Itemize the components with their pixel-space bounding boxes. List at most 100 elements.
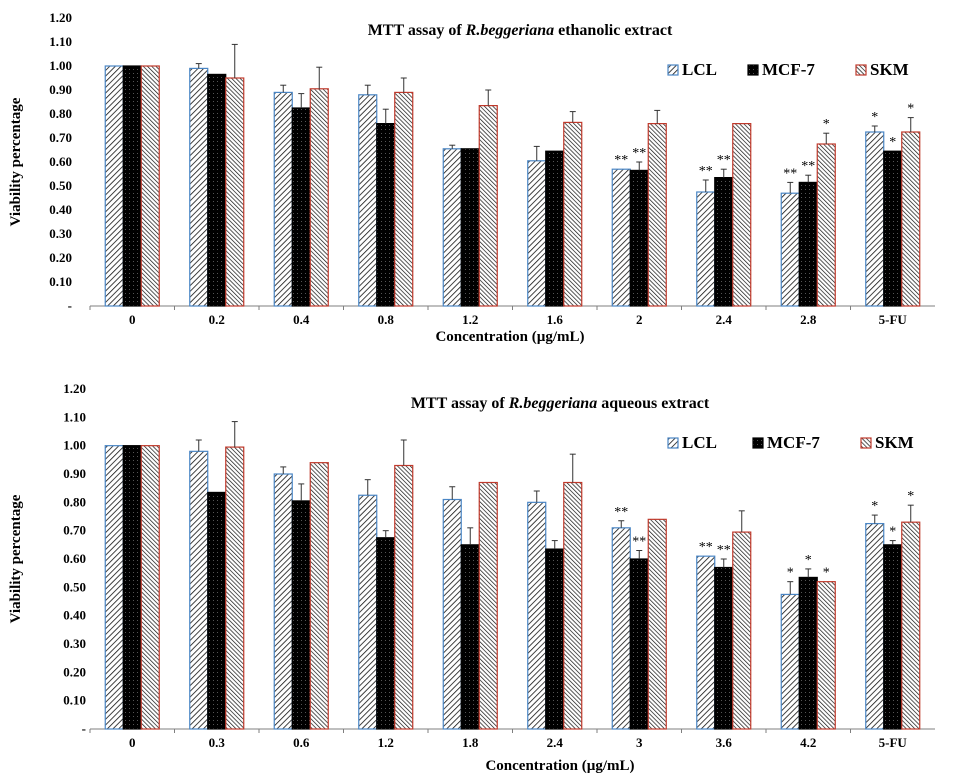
y-tick-label: 0.20 (63, 664, 86, 679)
y-tick-label: - (82, 721, 86, 736)
y-tick-label: 1.00 (49, 58, 72, 73)
y-tick-label: 0.30 (63, 636, 86, 651)
x-tick-label: 1.6 (547, 312, 564, 327)
bar-mcf-7 (207, 73, 227, 307)
legend-swatch-mcf-7 (752, 437, 764, 449)
bar-lcl (442, 148, 462, 307)
legend-swatch-mcf-7 (747, 64, 759, 76)
y-tick-label: 0.40 (49, 202, 72, 217)
y-tick-label: 0.50 (49, 178, 72, 193)
significance-marker: ** (632, 146, 646, 161)
bar-skm (647, 518, 667, 730)
legend-label-mcf-7: MCF-7 (762, 60, 815, 79)
x-tick-label: 5-FU (879, 735, 908, 750)
significance-marker: * (889, 525, 896, 540)
legend-swatch-lcl (667, 64, 679, 76)
x-tick-label: 3.6 (716, 735, 733, 750)
y-tick-label: 0.10 (63, 693, 86, 708)
x-tick-label: 1.8 (462, 735, 479, 750)
bar-skm (732, 122, 752, 307)
legend-swatch-lcl (667, 437, 679, 449)
chart-aqueous: -0.10 0.20 0.30 0.40 0.50 0.60 0.70 0.80 0.90 1.0… (0, 381, 957, 779)
bar-lcl (104, 65, 124, 307)
bar-lcl (865, 522, 885, 730)
bar-mcf-7 (376, 122, 396, 307)
x-tick-label: 0 (129, 312, 136, 327)
x-tick-label: 2 (636, 312, 643, 327)
y-tick-label: 0.80 (49, 106, 72, 121)
bar-skm (816, 581, 836, 730)
y-tick-label: 1.10 (49, 34, 72, 49)
bar-lcl (189, 450, 209, 730)
legend-swatch-skm (855, 64, 867, 76)
x-tick-label: 0.6 (293, 735, 310, 750)
bar-skm (394, 464, 414, 730)
bar-mcf-7 (798, 576, 818, 730)
y-tick-label: 0.60 (49, 154, 72, 169)
bar-skm (563, 121, 583, 307)
bar-lcl (780, 192, 800, 307)
y-tick-label: 0.40 (63, 608, 86, 623)
chart-ethanolic-svg: -0.100.200.300.400.500.600.700.800.901.0… (8, 10, 935, 345)
bar-lcl (442, 498, 462, 730)
bar-lcl (865, 131, 885, 307)
bar-lcl (104, 445, 124, 730)
bar-mcf-7 (460, 148, 480, 307)
x-tick-label: 2.8 (800, 312, 817, 327)
chart-title: MTT assay of R.beggeriana ethanolic extr… (368, 22, 673, 39)
bar-skm (309, 462, 329, 730)
bar-mcf-7 (207, 491, 227, 730)
x-axis-label: Concentration (µg/mL) (435, 329, 584, 345)
bar-mcf-7 (545, 150, 565, 307)
x-tick-label: 4.2 (800, 735, 816, 750)
bar-skm (478, 481, 498, 730)
bar-lcl (696, 191, 716, 307)
bar-skm (647, 122, 667, 307)
y-tick-label: 0.20 (49, 250, 72, 265)
bar-mcf-7 (291, 107, 311, 307)
significance-marker: * (871, 110, 878, 125)
bar-skm (563, 481, 583, 730)
significance-marker: ** (614, 153, 628, 168)
bar-mcf-7 (291, 500, 311, 730)
y-tick-label: 0.70 (49, 130, 72, 145)
bar-mcf-7 (629, 169, 649, 307)
x-tick-label: 0.4 (293, 312, 310, 327)
bar-lcl (527, 501, 547, 730)
x-tick-label: 2.4 (716, 312, 733, 327)
bar-skm (140, 65, 160, 307)
significance-marker: ** (783, 166, 797, 181)
y-tick-label: 1.10 (63, 409, 86, 424)
bar-lcl (273, 473, 293, 730)
significance-marker: ** (614, 505, 628, 520)
y-axis-label: Viability percentage (8, 97, 24, 226)
significance-marker: ** (699, 164, 713, 179)
bar-skm (394, 91, 414, 307)
legend-label-skm: SKM (875, 433, 914, 452)
bar-mcf-7 (883, 150, 903, 307)
bar-skm (901, 131, 921, 307)
significance-marker: * (907, 489, 914, 504)
x-tick-label: 2.4 (547, 735, 564, 750)
bar-skm (816, 143, 836, 307)
significance-marker: ** (801, 159, 815, 174)
bar-lcl (358, 94, 378, 307)
x-tick-label: 0.8 (378, 312, 395, 327)
bar-mcf-7 (798, 181, 818, 307)
bar-mcf-7 (122, 445, 142, 730)
y-tick-label: 1.20 (49, 10, 72, 25)
bar-mcf-7 (629, 558, 649, 730)
bar-mcf-7 (545, 548, 565, 730)
significance-marker: * (823, 566, 830, 581)
legend-label-lcl: LCL (682, 433, 717, 452)
bar-skm (225, 77, 245, 307)
bar-skm (309, 88, 329, 307)
y-tick-label: 0.90 (49, 82, 72, 97)
x-tick-label: 3 (636, 735, 643, 750)
significance-marker: ** (717, 153, 731, 168)
x-tick-label: 0.2 (209, 312, 225, 327)
y-tick-label: 0.80 (63, 494, 86, 509)
legend-swatch-skm (860, 437, 872, 449)
x-tick-label: 1.2 (378, 735, 394, 750)
x-tick-label: 0.3 (209, 735, 226, 750)
